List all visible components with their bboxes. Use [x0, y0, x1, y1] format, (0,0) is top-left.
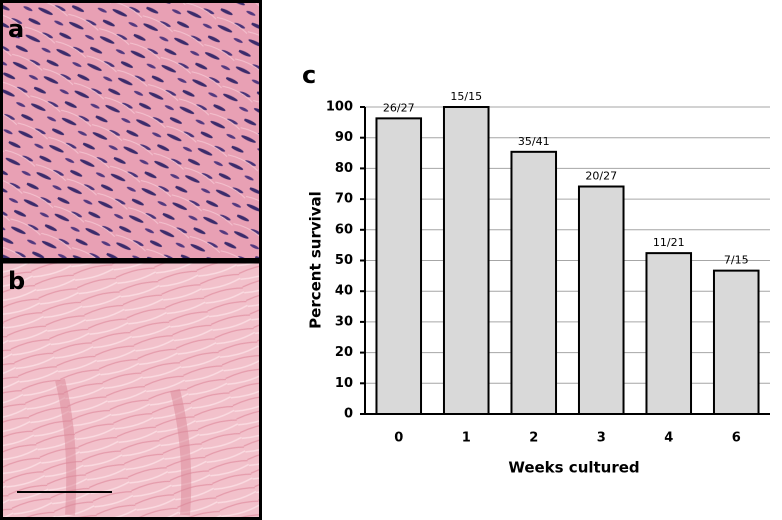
y-tick-label: 50	[335, 253, 353, 268]
panel-label: c	[302, 61, 316, 89]
y-tick-label: 100	[326, 100, 353, 115]
y-tick-label: 60	[335, 222, 353, 237]
bar	[577, 185, 625, 415]
y-tick-label: 30	[335, 314, 353, 329]
panel-label: b	[8, 267, 25, 295]
value-label: 11/21	[653, 236, 685, 249]
bar	[645, 252, 693, 415]
x-tick-label: 4	[664, 431, 673, 446]
y-tick-label: 0	[344, 407, 353, 422]
y-tick-label: 40	[335, 284, 353, 299]
y-tick-label: 10	[335, 376, 353, 391]
x-tick-label: 2	[529, 431, 538, 446]
y-axis-label: Percent survival	[307, 191, 325, 329]
y-tick-label: 20	[335, 345, 353, 360]
y-tick-label: 70	[335, 192, 353, 207]
panel-label: a	[8, 15, 24, 43]
x-tick-label: 0	[394, 431, 403, 446]
y-tick-label: 90	[335, 130, 353, 145]
bar	[712, 269, 760, 416]
fiber-band	[55, 378, 192, 516]
bar	[442, 106, 490, 415]
value-label: 35/41	[518, 135, 550, 148]
y-tick-label: 80	[335, 161, 353, 176]
bar	[375, 117, 423, 415]
x-tick-label: 6	[732, 431, 741, 446]
micrograph-a	[0, 0, 262, 261]
value-label: 26/27	[383, 101, 415, 114]
bar	[510, 150, 558, 416]
x-axis-label: Weeks cultured	[508, 459, 639, 477]
x-tick-label: 3	[597, 431, 606, 446]
value-label: 20/27	[585, 170, 617, 183]
micrograph-b	[0, 260, 262, 520]
value-label: 7/15	[724, 254, 749, 267]
x-tick-label: 1	[462, 431, 471, 446]
value-label: 15/15	[450, 90, 482, 103]
